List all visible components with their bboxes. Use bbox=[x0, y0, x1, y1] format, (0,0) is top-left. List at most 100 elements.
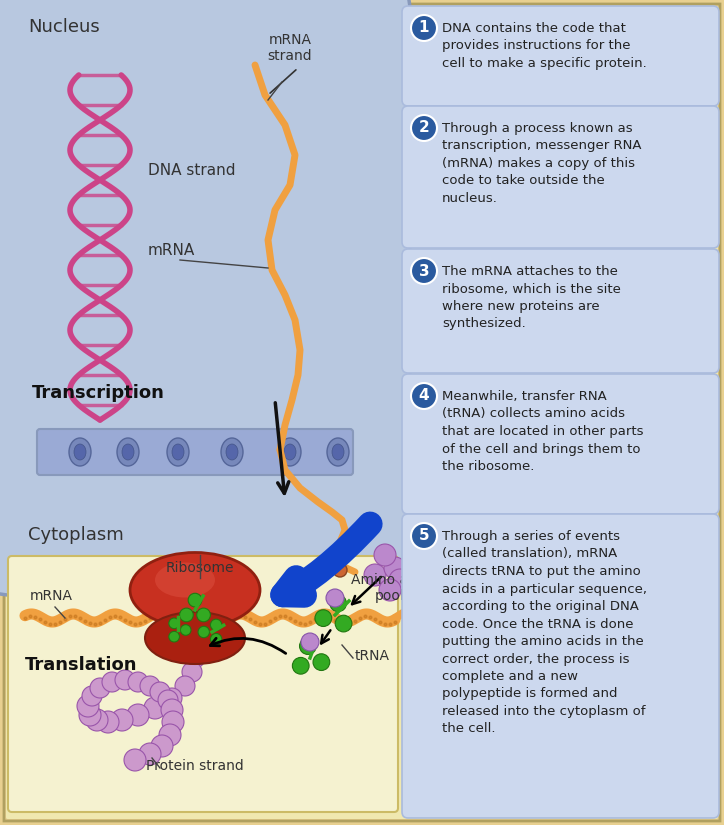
Text: DNA contains the code that
provides instructions for the
cell to make a specific: DNA contains the code that provides inst… bbox=[442, 22, 647, 70]
Circle shape bbox=[185, 648, 205, 668]
FancyBboxPatch shape bbox=[0, 0, 410, 595]
Circle shape bbox=[411, 383, 437, 409]
Circle shape bbox=[169, 631, 180, 642]
Text: Through a series of events
(called translation), mRNA
directs tRNA to put the am: Through a series of events (called trans… bbox=[442, 530, 647, 736]
Ellipse shape bbox=[226, 444, 238, 460]
Circle shape bbox=[389, 569, 411, 591]
Circle shape bbox=[188, 593, 202, 607]
Circle shape bbox=[333, 563, 347, 577]
Circle shape bbox=[335, 615, 352, 632]
Ellipse shape bbox=[327, 438, 349, 466]
Circle shape bbox=[162, 688, 182, 708]
FancyBboxPatch shape bbox=[402, 106, 719, 248]
Text: The mRNA attaches to the
ribosome, which is the site
where new proteins are
synt: The mRNA attaches to the ribosome, which… bbox=[442, 265, 621, 331]
FancyBboxPatch shape bbox=[402, 6, 719, 106]
Text: 4: 4 bbox=[418, 389, 429, 403]
Circle shape bbox=[411, 15, 437, 41]
Circle shape bbox=[411, 115, 437, 141]
Ellipse shape bbox=[145, 612, 245, 664]
Ellipse shape bbox=[117, 438, 139, 466]
Circle shape bbox=[79, 704, 101, 726]
FancyBboxPatch shape bbox=[6, 6, 718, 819]
Circle shape bbox=[374, 544, 396, 566]
Ellipse shape bbox=[332, 444, 344, 460]
FancyBboxPatch shape bbox=[8, 556, 398, 812]
Circle shape bbox=[315, 610, 332, 626]
FancyBboxPatch shape bbox=[37, 429, 353, 475]
Circle shape bbox=[77, 695, 99, 717]
Circle shape bbox=[90, 678, 110, 698]
Circle shape bbox=[313, 653, 329, 671]
Circle shape bbox=[97, 711, 119, 733]
Circle shape bbox=[151, 735, 173, 757]
Text: Ribosome: Ribosome bbox=[166, 561, 235, 575]
Circle shape bbox=[364, 564, 386, 586]
Ellipse shape bbox=[69, 438, 91, 466]
Circle shape bbox=[211, 634, 222, 645]
Circle shape bbox=[127, 704, 149, 726]
FancyBboxPatch shape bbox=[4, 4, 720, 821]
Circle shape bbox=[198, 626, 209, 638]
Ellipse shape bbox=[279, 438, 301, 466]
Circle shape bbox=[292, 658, 309, 674]
Ellipse shape bbox=[74, 444, 86, 460]
Circle shape bbox=[169, 618, 180, 629]
Circle shape bbox=[411, 258, 437, 284]
Ellipse shape bbox=[155, 563, 215, 597]
Circle shape bbox=[86, 709, 108, 731]
Text: Transcription: Transcription bbox=[32, 384, 165, 402]
Ellipse shape bbox=[130, 553, 260, 628]
Circle shape bbox=[379, 579, 401, 601]
Text: mRNA: mRNA bbox=[148, 243, 195, 258]
Text: 1: 1 bbox=[418, 21, 429, 35]
Text: Protein strand: Protein strand bbox=[146, 759, 244, 773]
Text: Cytoplasm: Cytoplasm bbox=[28, 526, 124, 544]
Text: Translation: Translation bbox=[25, 656, 138, 674]
Circle shape bbox=[300, 638, 316, 654]
Circle shape bbox=[159, 724, 181, 746]
Text: Meanwhile, transfer RNA
(tRNA) collects amino acids
that are located in other pa: Meanwhile, transfer RNA (tRNA) collects … bbox=[442, 390, 644, 473]
Circle shape bbox=[301, 633, 319, 651]
Circle shape bbox=[115, 670, 135, 690]
Text: mRNA
strand: mRNA strand bbox=[268, 33, 312, 63]
Text: Amino acid
pool: Amino acid pool bbox=[351, 573, 429, 603]
Circle shape bbox=[111, 709, 133, 731]
Circle shape bbox=[144, 697, 166, 719]
Ellipse shape bbox=[167, 438, 189, 466]
Circle shape bbox=[211, 619, 222, 630]
Ellipse shape bbox=[284, 444, 296, 460]
Circle shape bbox=[124, 749, 146, 771]
Text: mRNA: mRNA bbox=[30, 589, 73, 603]
Circle shape bbox=[162, 711, 184, 733]
Text: Nucleus: Nucleus bbox=[28, 18, 100, 36]
Circle shape bbox=[82, 686, 102, 706]
Circle shape bbox=[139, 743, 161, 765]
Text: 2: 2 bbox=[418, 120, 429, 135]
Text: DNA strand: DNA strand bbox=[148, 163, 235, 178]
Circle shape bbox=[102, 672, 122, 692]
Text: Through a process known as
transcription, messenger RNA
(mRNA) makes a copy of t: Through a process known as transcription… bbox=[442, 122, 641, 205]
FancyBboxPatch shape bbox=[402, 249, 719, 373]
Ellipse shape bbox=[122, 444, 134, 460]
Circle shape bbox=[326, 589, 344, 607]
Circle shape bbox=[182, 662, 202, 682]
Circle shape bbox=[329, 595, 347, 611]
Circle shape bbox=[180, 625, 191, 635]
Circle shape bbox=[150, 682, 170, 702]
Circle shape bbox=[140, 676, 160, 696]
Ellipse shape bbox=[172, 444, 184, 460]
Text: 5: 5 bbox=[418, 529, 429, 544]
Circle shape bbox=[197, 608, 211, 622]
FancyBboxPatch shape bbox=[402, 374, 719, 514]
Circle shape bbox=[158, 690, 178, 710]
Text: tRNA: tRNA bbox=[355, 649, 390, 663]
Ellipse shape bbox=[221, 438, 243, 466]
Circle shape bbox=[411, 523, 437, 549]
FancyBboxPatch shape bbox=[402, 514, 719, 818]
Text: 3: 3 bbox=[418, 263, 429, 279]
Circle shape bbox=[180, 608, 193, 622]
Circle shape bbox=[128, 672, 148, 692]
Circle shape bbox=[161, 699, 183, 721]
Circle shape bbox=[175, 676, 195, 696]
Circle shape bbox=[384, 557, 406, 579]
